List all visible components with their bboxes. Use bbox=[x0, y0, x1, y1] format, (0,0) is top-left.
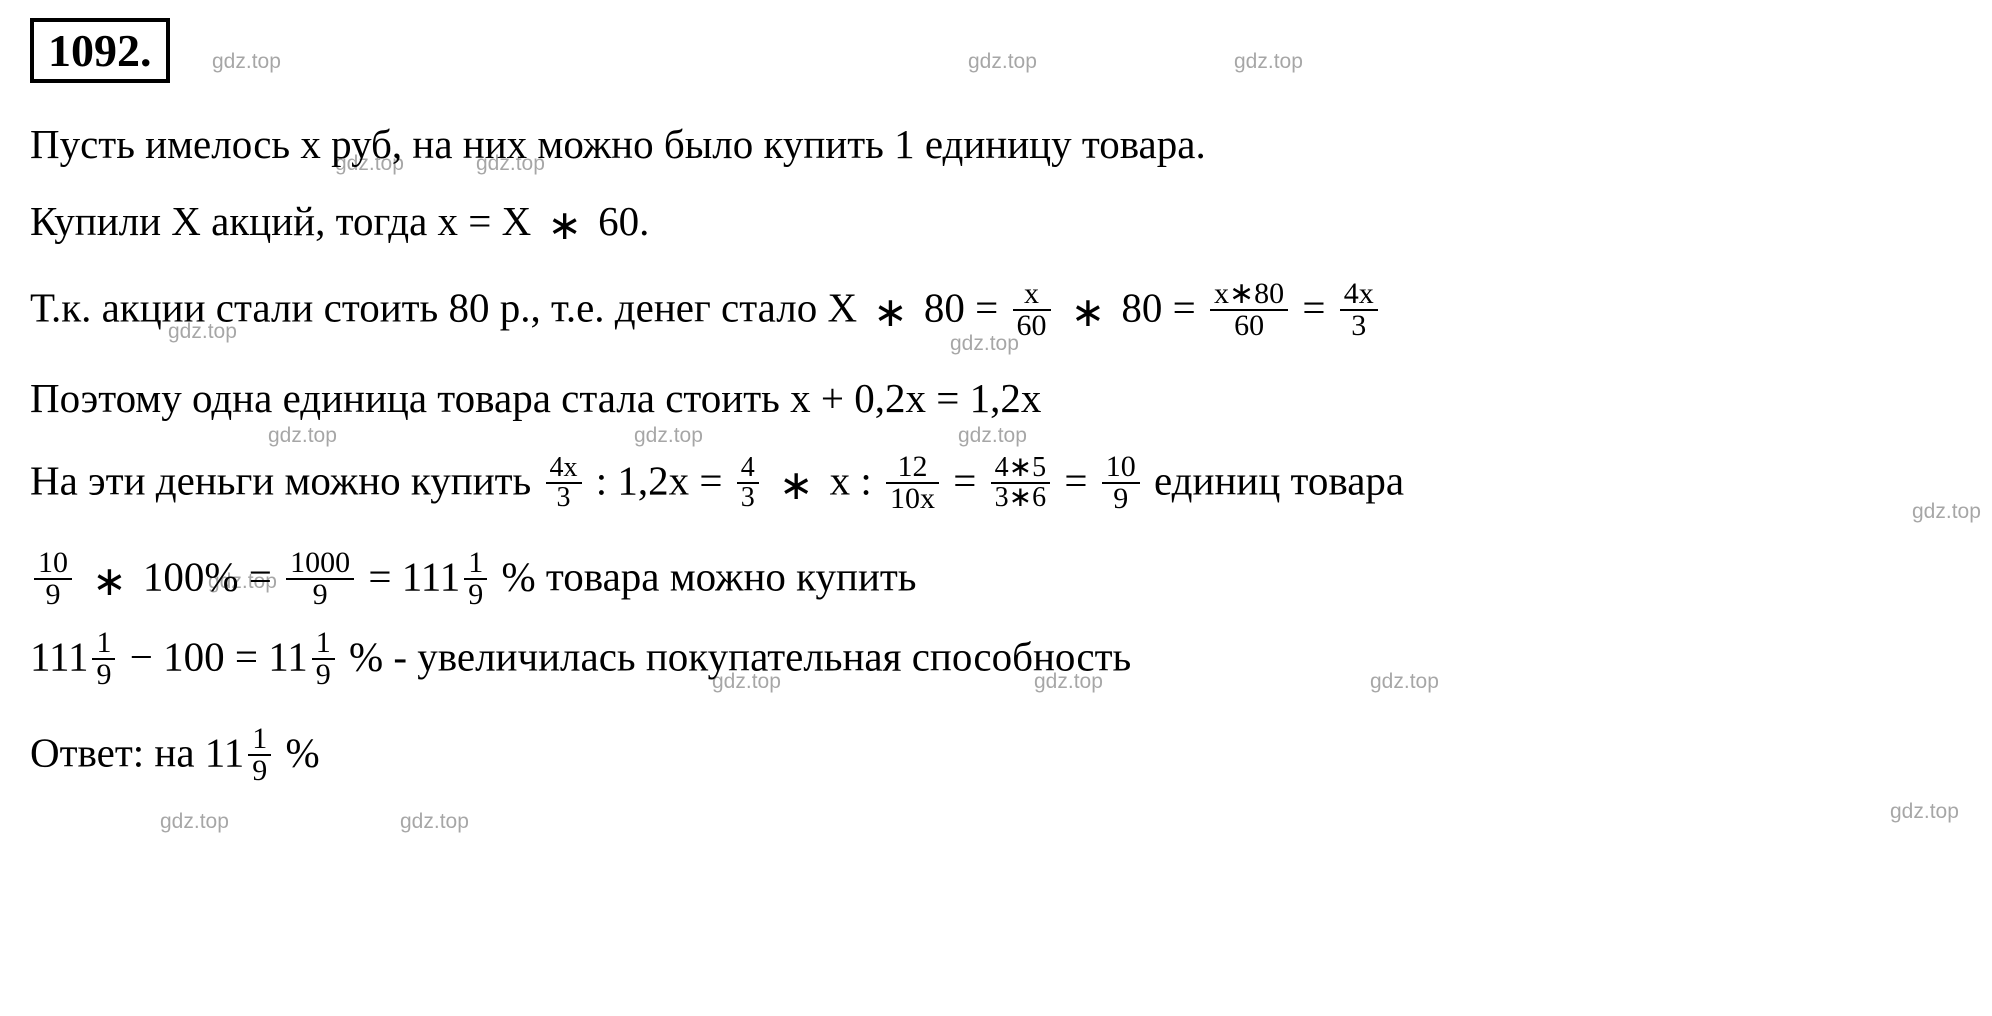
fraction-denominator: 9 bbox=[312, 660, 335, 690]
fraction-denominator: 9 bbox=[34, 580, 72, 610]
text-fragment: % - увеличилась покупательная способност… bbox=[339, 634, 1132, 680]
text-fragment: = bbox=[1064, 458, 1097, 504]
text-line-7: 111 1 9 − 100 = 11 1 9 % - увеличилась п… bbox=[30, 630, 1962, 692]
fraction-numerator: 4x bbox=[546, 454, 582, 484]
fraction-numerator: 1 bbox=[312, 628, 335, 660]
fraction-numerator: 10 bbox=[1102, 452, 1140, 484]
solution-page: 1092. Пусть имелось x руб, на них можно … bbox=[0, 0, 1992, 1016]
fraction-4-over-3: 4 3 bbox=[737, 454, 759, 512]
text-fragment: Купили X акций, тогда x = X bbox=[30, 198, 542, 244]
text-fragment: = bbox=[953, 458, 986, 504]
text-fragment: 80 = bbox=[914, 285, 1009, 331]
text-fragment: % товара можно купить bbox=[491, 554, 916, 600]
text-line-1: Пусть имелось x руб, на них можно было к… bbox=[30, 123, 1962, 166]
fraction-1-over-9: 1 9 bbox=[92, 628, 115, 690]
text-fragment: − 100 = 11 bbox=[119, 634, 307, 680]
text-line-6: 10 9 ∗ 100% = 1000 9 = 111 1 9 % товара … bbox=[30, 550, 1962, 612]
multiply-op: ∗ bbox=[873, 291, 907, 334]
text-fragment: % bbox=[275, 730, 319, 776]
text-fragment: = 111 bbox=[368, 554, 460, 600]
fraction-denominator: 3 bbox=[1340, 311, 1378, 341]
text-fragment: единиц товара bbox=[1154, 458, 1404, 504]
text-fragment: Ответ: на 11 bbox=[30, 730, 244, 776]
text-line-3: Т.к. акции стали стоить 80 р., т.е. дене… bbox=[30, 281, 1962, 343]
text-line-5: На эти деньги можно купить 4x 3 : 1,2x =… bbox=[30, 454, 1962, 516]
multiply-op: ∗ bbox=[92, 560, 126, 603]
fraction-numerator: 1 bbox=[464, 548, 487, 580]
fraction-10-over-9: 10 9 bbox=[34, 548, 72, 610]
text-fragment: 111 bbox=[30, 634, 88, 680]
mixed-fraction: 1 9 bbox=[460, 550, 491, 612]
text-fragment: x : bbox=[819, 458, 882, 504]
fraction-45-over-36: 4∗5 3∗6 bbox=[991, 454, 1050, 512]
text-fragment: 100% = bbox=[133, 554, 283, 600]
text-fragment: 80 = bbox=[1111, 285, 1206, 331]
fraction-12-over-10x: 12 10x bbox=[886, 452, 939, 514]
fraction-denominator: 3∗6 bbox=[991, 484, 1050, 512]
fraction-denominator: 9 bbox=[464, 580, 487, 610]
fraction-denominator: 60 bbox=[1210, 311, 1288, 341]
fraction-numerator: 12 bbox=[886, 452, 939, 484]
fraction-numerator: 4 bbox=[737, 454, 759, 484]
problem-number: 1092. bbox=[48, 25, 152, 76]
fraction-numerator: 4∗5 bbox=[991, 454, 1050, 484]
fraction-numerator: 1000 bbox=[286, 548, 354, 580]
mixed-fraction: 1 9 bbox=[88, 630, 119, 692]
fraction-numerator: 1 bbox=[92, 628, 115, 660]
fraction-1-over-9: 1 9 bbox=[464, 548, 487, 610]
text-line-2: Купили X акций, тогда x = X ∗ 60. bbox=[30, 200, 1962, 247]
fraction-denominator: 3 bbox=[546, 484, 582, 512]
fraction-denominator: 9 bbox=[92, 660, 115, 690]
text-fragment: На эти деньги можно купить bbox=[30, 458, 542, 504]
text-line-4: Поэтому одна единица товара стала стоить… bbox=[30, 377, 1962, 420]
fraction-1-over-9: 1 9 bbox=[312, 628, 335, 690]
multiply-op: ∗ bbox=[779, 464, 813, 507]
fraction-x-over-60: x 60 bbox=[1013, 279, 1051, 341]
mixed-fraction: 1 9 bbox=[244, 726, 275, 788]
text-fragment: 60. bbox=[588, 198, 650, 244]
answer-line: Ответ: на 11 1 9 % bbox=[30, 726, 1962, 788]
fraction-denominator: 9 bbox=[248, 756, 271, 786]
multiply-op: ∗ bbox=[548, 204, 582, 247]
text-fragment: : 1,2x = bbox=[596, 458, 733, 504]
fraction-numerator: x bbox=[1013, 279, 1051, 311]
fraction-numerator: x∗80 bbox=[1210, 279, 1288, 311]
fraction-denominator: 10x bbox=[886, 484, 939, 514]
fraction-1000-over-9: 1000 9 bbox=[286, 548, 354, 610]
text-fragment: Т.к. акции стали стоить 80 р., т.е. дене… bbox=[30, 285, 867, 331]
fraction-denominator: 60 bbox=[1013, 311, 1051, 341]
mixed-fraction: 1 9 bbox=[308, 630, 339, 692]
fraction-1-over-9: 1 9 bbox=[248, 724, 271, 786]
text-fragment: = bbox=[1302, 285, 1335, 331]
fraction-numerator: 1 bbox=[248, 724, 271, 756]
fraction-10-over-9: 10 9 bbox=[1102, 452, 1140, 514]
fraction-denominator: 9 bbox=[286, 580, 354, 610]
fraction-denominator: 3 bbox=[737, 484, 759, 512]
fraction-denominator: 9 bbox=[1102, 484, 1140, 514]
fraction-numerator: 4x bbox=[1340, 279, 1378, 311]
multiply-op: ∗ bbox=[1071, 291, 1105, 334]
problem-number-box: 1092. bbox=[30, 18, 170, 83]
fraction-4x-over-3: 4x 3 bbox=[1340, 279, 1378, 341]
fraction-4x-over-3: 4x 3 bbox=[546, 454, 582, 512]
fraction-numerator: 10 bbox=[34, 548, 72, 580]
fraction-x80-over-60: x∗80 60 bbox=[1210, 279, 1288, 341]
